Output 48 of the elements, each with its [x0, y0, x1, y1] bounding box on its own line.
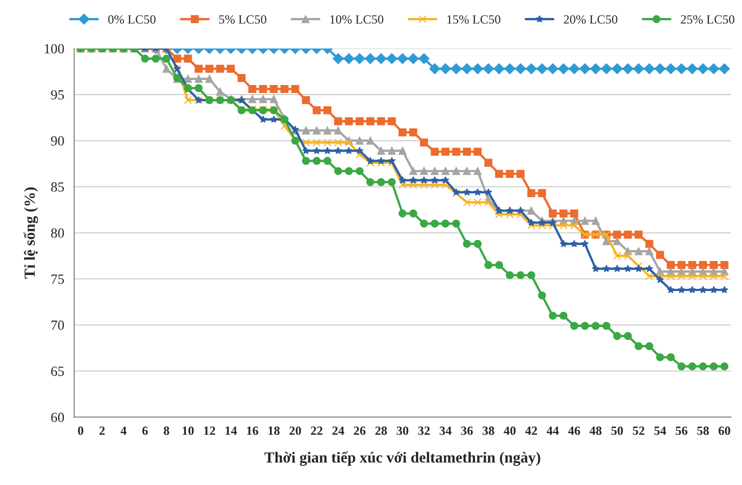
- y-tick-label: 85: [51, 182, 64, 192]
- y-tick-label: 95: [51, 90, 64, 100]
- x-tick-label: 48: [590, 426, 602, 435]
- x-tick-label: 42: [525, 426, 538, 435]
- legend-label: 25% LC50: [680, 15, 734, 24]
- x-tick-label: 56: [676, 426, 688, 435]
- x-tick-label: 24: [332, 426, 344, 435]
- x-tick-label: 38: [482, 426, 494, 435]
- y-tick-label: 65: [51, 366, 64, 376]
- x-tick-label: 40: [504, 426, 516, 435]
- x-tick-label: 44: [546, 426, 559, 435]
- x-tick-label: 10: [182, 426, 194, 435]
- x-tick-label: 4: [120, 426, 126, 435]
- legend-label: 10% LC50: [330, 15, 384, 24]
- x-tick-label: 32: [418, 426, 430, 435]
- y-tick-label: 90: [51, 136, 64, 146]
- x-tick-label: 60: [718, 426, 730, 435]
- y-tick-label: 70: [52, 320, 64, 330]
- y-tick-label: 80: [51, 228, 64, 238]
- x-tick-label: 18: [268, 426, 280, 435]
- x-tick-label: 8: [164, 426, 170, 435]
- x-tick-label: 6: [142, 426, 148, 435]
- legend-label: 0% LC50: [108, 15, 156, 24]
- x-tick-label: 46: [568, 426, 580, 435]
- x-tick-label: 2: [100, 426, 105, 435]
- x-tick-label: 54: [654, 426, 666, 435]
- x-tick-label: 34: [440, 426, 452, 435]
- y-tick-label: 60: [51, 412, 64, 422]
- x-tick-label: 28: [375, 426, 387, 435]
- x-axis-title: Thời gian tiếp xúc với deltamethrin (ngày): [264, 451, 540, 466]
- x-tick-label: 26: [354, 426, 366, 435]
- y-tick-label: 100: [44, 44, 64, 54]
- x-tick-label: 30: [396, 426, 408, 435]
- x-tick-label: 22: [310, 426, 322, 435]
- x-tick-label: 52: [632, 426, 644, 435]
- x-tick-label: 16: [247, 426, 258, 435]
- y-tick-label: 75: [52, 274, 64, 284]
- x-tick-label: 0: [78, 426, 84, 435]
- legend-label: 15% LC50: [447, 15, 500, 24]
- x-tick-label: 50: [611, 426, 623, 435]
- x-tick-label: 14: [226, 426, 237, 435]
- y-axis-title: Tỉ lệ sống (%): [24, 187, 38, 279]
- x-tick-label: 20: [290, 426, 302, 435]
- x-tick-label: 12: [204, 426, 216, 435]
- x-tick-label: 36: [461, 426, 473, 435]
- legend-label: 5% LC50: [219, 15, 266, 24]
- legend-label: 20% LC50: [564, 15, 618, 24]
- x-tick-label: 58: [697, 426, 709, 435]
